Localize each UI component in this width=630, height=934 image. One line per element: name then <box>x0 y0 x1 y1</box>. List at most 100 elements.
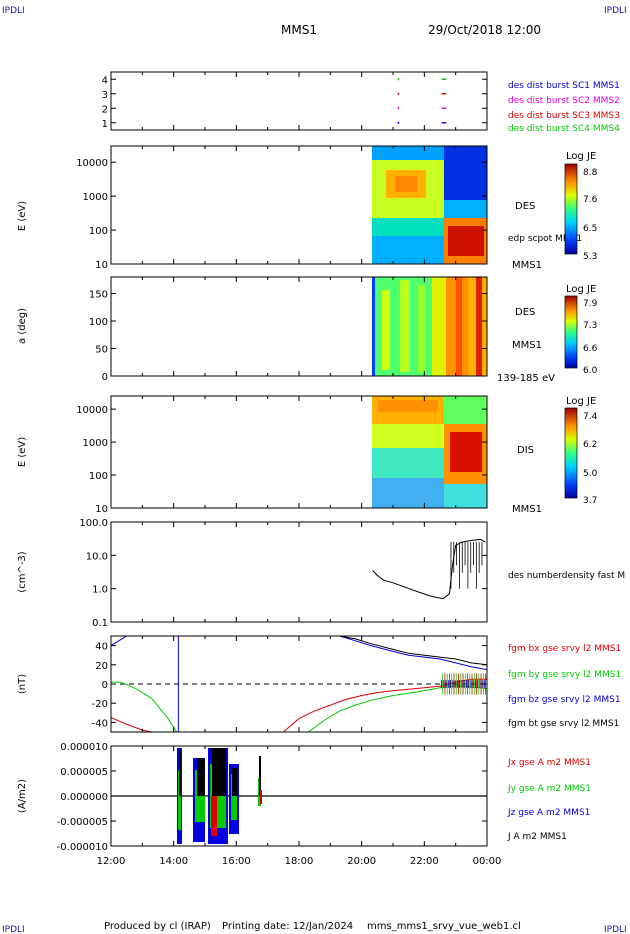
fgm-legend-bt: fgm bt gse srvy l2 MMS1 <box>508 719 619 729</box>
panel-des-pitch: 0 50 100 150 a (deg) DES MMS1 139-185 eV Lo… <box>17 276 598 384</box>
burst-dot-sc1 <box>397 121 400 124</box>
dis-energy-ytick-label-3: 10000 <box>76 405 108 416</box>
spacecraft-title: MMS1 <box>281 23 317 37</box>
density-legend: des numberdensity fast M <box>508 571 625 581</box>
time-tick-label-1: 14:00 <box>159 856 188 867</box>
time-tick-label-4: 20:00 <box>347 856 376 867</box>
panel-density-frame <box>110 521 488 623</box>
des-energy-colorbar <box>564 163 578 255</box>
fgm-ytick-label-2: 0 <box>102 680 108 691</box>
panel-burst-frame <box>110 71 488 131</box>
des-pitch-cb-tick-3: 6.0 <box>583 366 598 376</box>
corner-label-tr: IPDLI <box>604 6 627 16</box>
des-pitch-spectrogram <box>372 277 487 376</box>
density-ytick-label-2: 10.0 <box>86 551 108 562</box>
dis-energy-ylabel: E (eV) <box>17 437 28 467</box>
current-legend-jy: Jy gse A m2 MMS1 <box>507 784 591 794</box>
des-energy-colorbar-title: Log JE <box>566 151 596 162</box>
time-tick-label-6: 00:00 <box>473 856 502 867</box>
burst-dot-sc4 <box>397 78 400 81</box>
panel-density: 0.1 1.0 10.0 100.0 (cm^-3) des numberdensit… <box>17 518 625 629</box>
footer-printing-date: Printing date: 12/Jan/2024 <box>222 921 353 932</box>
dis-energy-colorbar-title: Log JE <box>566 396 596 407</box>
dis-energy-cb-tick-1: 6.2 <box>583 440 597 450</box>
time-tick-label-3: 18:00 <box>285 856 314 867</box>
des-pitch-cb-tick-2: 6.6 <box>583 344 598 354</box>
des-energy-cb-tick-1: 7.6 <box>583 195 598 205</box>
des-energy-cb-tick-3: 5.3 <box>583 252 597 262</box>
des-pitch-ytick-label-0: 0 <box>102 372 108 383</box>
fgm-ytick-label-1: -20 <box>92 699 108 710</box>
des-pitch-ytick-label-3: 150 <box>89 290 108 301</box>
density-ytick-label-0: 0.1 <box>92 618 108 629</box>
current-ytick-label-3: 0.000005 <box>60 767 108 778</box>
panel-des-energy: 10 100 1000 10000 E (eV) DES edp scpot MMS1… <box>17 145 598 271</box>
current-legend-j: J A m2 MMS1 <box>507 832 567 842</box>
dis-energy-ytick-label-0: 10 <box>95 504 108 515</box>
des-energy-label: DES <box>515 201 535 212</box>
burst-legend-1: des dist burst SC1 MMS1 <box>508 81 620 91</box>
corner-label-tl: IPDLI <box>2 6 25 16</box>
des-pitch-label2: MMS1 <box>512 340 542 351</box>
burst-legend-3: des dist burst SC3 MMS3 <box>508 111 620 121</box>
burst-dot-sc3 <box>397 92 400 95</box>
des-pitch-ytick-label-2: 100 <box>89 317 108 328</box>
density-ytick-label-3: 100.0 <box>79 518 108 529</box>
fgm-legend-by: fgm by gse srvy l2 MMS1 <box>508 670 621 680</box>
time-tick-label-2: 16:00 <box>222 856 251 867</box>
burst-dot-sc2 <box>397 107 400 110</box>
des-energy-spectrogram <box>372 146 487 264</box>
des-pitch-cb-tick-1: 7.3 <box>583 321 597 331</box>
des-pitch-ylabel: a (deg) <box>17 308 28 344</box>
fgm-ytick-label-4: 40 <box>95 642 108 653</box>
dis-energy-cb-tick-0: 7.4 <box>583 412 598 422</box>
fgm-series-0 <box>111 678 487 732</box>
current-traces <box>111 748 487 844</box>
burst-ytick-label-0: 1 <box>102 119 108 130</box>
panel-burst: 1 2 3 4 des dist burst SC1 MMS1 des dist bu… <box>102 71 620 134</box>
dis-energy-ytick-label-1: 100 <box>89 471 108 482</box>
current-ylabel: (A/m2) <box>17 779 28 813</box>
footer-produced-by: Produced by cl (IRAP) <box>104 921 211 932</box>
current-ytick-label-4: 0.000010 <box>60 742 108 753</box>
fgm-series-3 <box>339 636 487 666</box>
dis-energy-colorbar <box>564 407 578 499</box>
fgm-series-2 <box>111 636 487 671</box>
burst-legend-4: des dist burst SC4 MMS4 <box>508 124 620 134</box>
burst-legend-2: des dist burst SC2 MMS2 <box>508 96 620 106</box>
panel-current: -0.000010 -0.000005 0.000000 0.000005 0.0000… <box>17 742 591 853</box>
dis-energy-spectrogram <box>372 396 487 508</box>
current-legend-jz: Jz gse A m2 MMS1 <box>507 808 590 818</box>
time-tick-label-0: 12:00 <box>97 856 126 867</box>
des-energy-ytick-label-3: 10000 <box>76 158 108 169</box>
des-pitch-colorbar <box>564 295 578 369</box>
fgm-ytick-label-0: -40 <box>92 718 108 729</box>
des-energy-ylabel: E (eV) <box>17 201 28 231</box>
burst-ytick-label-1: 2 <box>102 104 108 115</box>
density-ylabel: (cm^-3) <box>17 551 28 592</box>
dis-energy-label: DIS <box>517 445 534 456</box>
fgm-legend-bx: fgm bx gse srvy l2 MMS1 <box>508 644 621 654</box>
dis-energy-cb-tick-2: 5.0 <box>583 469 598 479</box>
footer-file: mms_mms1_srvy_vue_web1.cl <box>367 921 521 932</box>
corner-label-bl: IPDLI <box>2 925 25 934</box>
panel-dis-energy: 10 100 1000 10000 E (eV) DIS MMS1 Log JE 7.… <box>17 395 598 515</box>
current-ytick-label-0: -0.000010 <box>57 842 108 853</box>
des-pitch-label: DES <box>515 307 535 318</box>
burst-ytick-label-3: 4 <box>102 75 108 86</box>
burst-ytick-label-2: 3 <box>102 90 108 101</box>
dis-energy-ytick-label-2: 1000 <box>83 438 108 449</box>
des-pitch-colorbar-title: Log JE <box>566 284 596 295</box>
corner-label-br: IPDLI <box>604 925 627 934</box>
density-ytick-label-1: 1.0 <box>92 585 108 596</box>
fgm-ylabel: (nT) <box>17 674 28 694</box>
des-energy-label2: edp scpot MMS1 <box>508 234 582 244</box>
dis-energy-label2: MMS1 <box>512 504 542 515</box>
current-ytick-label-2: 0.000000 <box>60 792 108 803</box>
des-energy-cb-tick-2: 6.5 <box>583 224 597 234</box>
des-energy-ytick-label-1: 100 <box>89 226 108 237</box>
des-energy-ytick-label-2: 1000 <box>83 192 108 203</box>
fgm-ytick-label-3: 20 <box>95 661 108 672</box>
fgm-legend-bz: fgm bz gse srvy l2 MMS1 <box>508 695 621 705</box>
